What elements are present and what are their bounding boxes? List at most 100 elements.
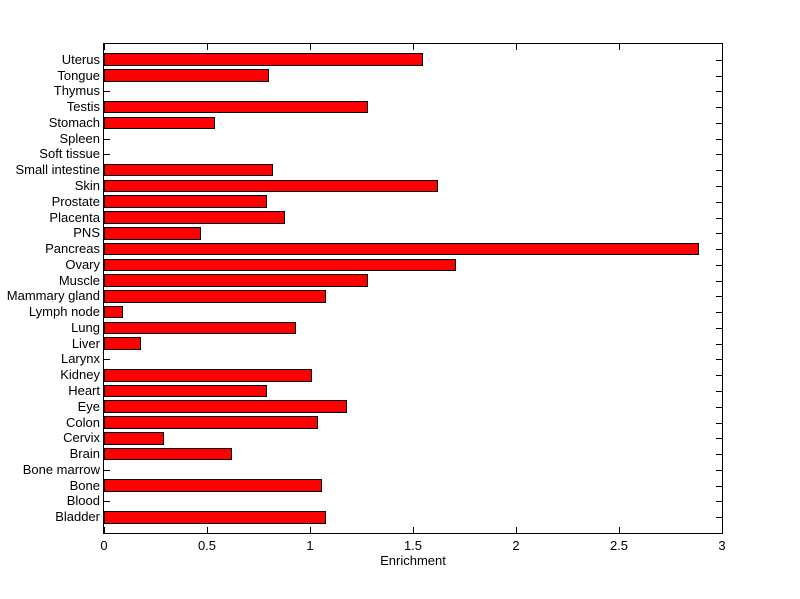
- x-tick-label-0.5: 0.5: [197, 538, 217, 553]
- y-tick-label-thymus: Thymus: [53, 83, 100, 99]
- y-tick-right: [716, 202, 722, 203]
- y-tick-right: [716, 407, 722, 408]
- y-tick-label-soft-tissue: Soft tissue: [39, 146, 100, 162]
- y-tick-right: [716, 296, 722, 297]
- bar-kidney: [104, 368, 313, 382]
- y-tick-label-uterus: Uterus: [61, 51, 100, 67]
- bar-ovary: [104, 258, 457, 272]
- y-tick-right: [716, 233, 722, 234]
- y-tick-right: [716, 470, 722, 471]
- y-tick-label-eye: Eye: [77, 398, 100, 414]
- y-tick-label-larynx: Larynx: [60, 351, 100, 367]
- x-tick-bottom: [722, 527, 723, 533]
- y-tick-label-prostate: Prostate: [51, 193, 100, 209]
- y-tick-right: [716, 60, 722, 61]
- bar-lung: [104, 321, 296, 335]
- y-tick-left: [104, 154, 110, 155]
- y-tick-right: [716, 454, 722, 455]
- y-tick-right: [716, 76, 722, 77]
- x-tick-bottom: [310, 527, 311, 533]
- y-tick-right: [716, 312, 722, 313]
- bar-eye: [104, 400, 348, 414]
- x-tick-top: [104, 44, 105, 50]
- x-axis-label: Enrichment: [380, 553, 446, 568]
- y-tick-label-small-intestine: Small intestine: [15, 162, 100, 178]
- y-tick-label-tongue: Tongue: [57, 67, 100, 83]
- y-tick-right: [716, 170, 722, 171]
- bar-bladder: [104, 510, 327, 524]
- y-tick-right: [716, 438, 722, 439]
- y-tick-label-colon: Colon: [66, 414, 100, 430]
- bar-brain: [104, 447, 232, 461]
- y-tick-right: [716, 423, 722, 424]
- x-tick-bottom: [207, 527, 208, 533]
- bar-lymph-node: [104, 305, 123, 319]
- x-tick-top: [413, 44, 414, 50]
- y-tick-right: [716, 501, 722, 502]
- y-tick-label-placenta: Placenta: [49, 209, 100, 225]
- y-tick-right: [716, 123, 722, 124]
- bar-cervix: [104, 432, 164, 445]
- y-tick-left: [104, 470, 110, 471]
- y-tick-right: [716, 139, 722, 140]
- y-tick-label-stomach: Stomach: [48, 114, 100, 130]
- y-tick-right: [716, 154, 722, 155]
- x-tick-top: [207, 44, 208, 50]
- y-tick-label-lung: Lung: [71, 319, 100, 335]
- x-tick-top: [310, 44, 311, 50]
- bar-bone: [104, 479, 323, 492]
- plot-area: [103, 43, 723, 534]
- y-tick-left: [104, 139, 110, 140]
- bar-liver: [104, 337, 142, 350]
- y-tick-label-pns: PNS: [73, 225, 100, 241]
- x-tick-top: [516, 44, 517, 50]
- y-tick-label-kidney: Kidney: [60, 367, 100, 383]
- y-tick-right: [716, 281, 722, 282]
- y-tick-right: [716, 486, 722, 487]
- y-tick-label-ovary: Ovary: [65, 256, 100, 272]
- y-tick-label-muscle: Muscle: [58, 272, 100, 288]
- x-tick-top: [619, 44, 620, 50]
- bar-placenta: [104, 211, 286, 224]
- x-tick-label-2.5: 2.5: [609, 538, 629, 553]
- y-tick-label-blood: Blood: [66, 493, 100, 509]
- y-tick-left: [104, 359, 110, 360]
- y-tick-label-liver: Liver: [71, 335, 100, 351]
- y-tick-right: [716, 517, 722, 518]
- x-tick-label-0: 0: [100, 538, 108, 553]
- bar-small-intestine: [104, 163, 273, 177]
- x-tick-bottom: [413, 527, 414, 533]
- y-tick-label-bone: Bone: [69, 477, 100, 493]
- x-tick-bottom: [104, 527, 105, 533]
- x-tick-top: [722, 44, 723, 50]
- y-tick-label-lymph-node: Lymph node: [28, 304, 100, 320]
- y-tick-right: [716, 375, 722, 376]
- y-tick-right: [716, 359, 722, 360]
- bar-heart: [104, 384, 267, 398]
- y-tick-label-heart: Heart: [68, 383, 100, 399]
- bar-pancreas: [104, 242, 700, 256]
- bar-testis: [104, 100, 368, 114]
- y-tick-label-bladder: Bladder: [55, 509, 100, 525]
- y-tick-left: [104, 91, 110, 92]
- bar-prostate: [104, 195, 267, 209]
- bar-tongue: [104, 69, 269, 82]
- x-tick-bottom: [619, 527, 620, 533]
- y-tick-right: [716, 391, 722, 392]
- bar-mammary-gland: [104, 290, 327, 303]
- bar-pns: [104, 226, 201, 240]
- y-tick-right: [716, 328, 722, 329]
- x-tick-label-2: 2: [512, 538, 520, 553]
- y-tick-right: [716, 218, 722, 219]
- x-tick-label-1.5: 1.5: [403, 538, 423, 553]
- y-tick-label-mammary-gland: Mammary gland: [6, 288, 100, 304]
- bar-colon: [104, 416, 319, 429]
- y-tick-label-bone-marrow: Bone marrow: [22, 461, 100, 477]
- y-tick-left: [104, 501, 110, 502]
- x-tick-bottom: [516, 527, 517, 533]
- y-tick-right: [716, 265, 722, 266]
- y-tick-label-testis: Testis: [66, 99, 100, 115]
- y-tick-right: [716, 107, 722, 108]
- y-tick-right: [716, 91, 722, 92]
